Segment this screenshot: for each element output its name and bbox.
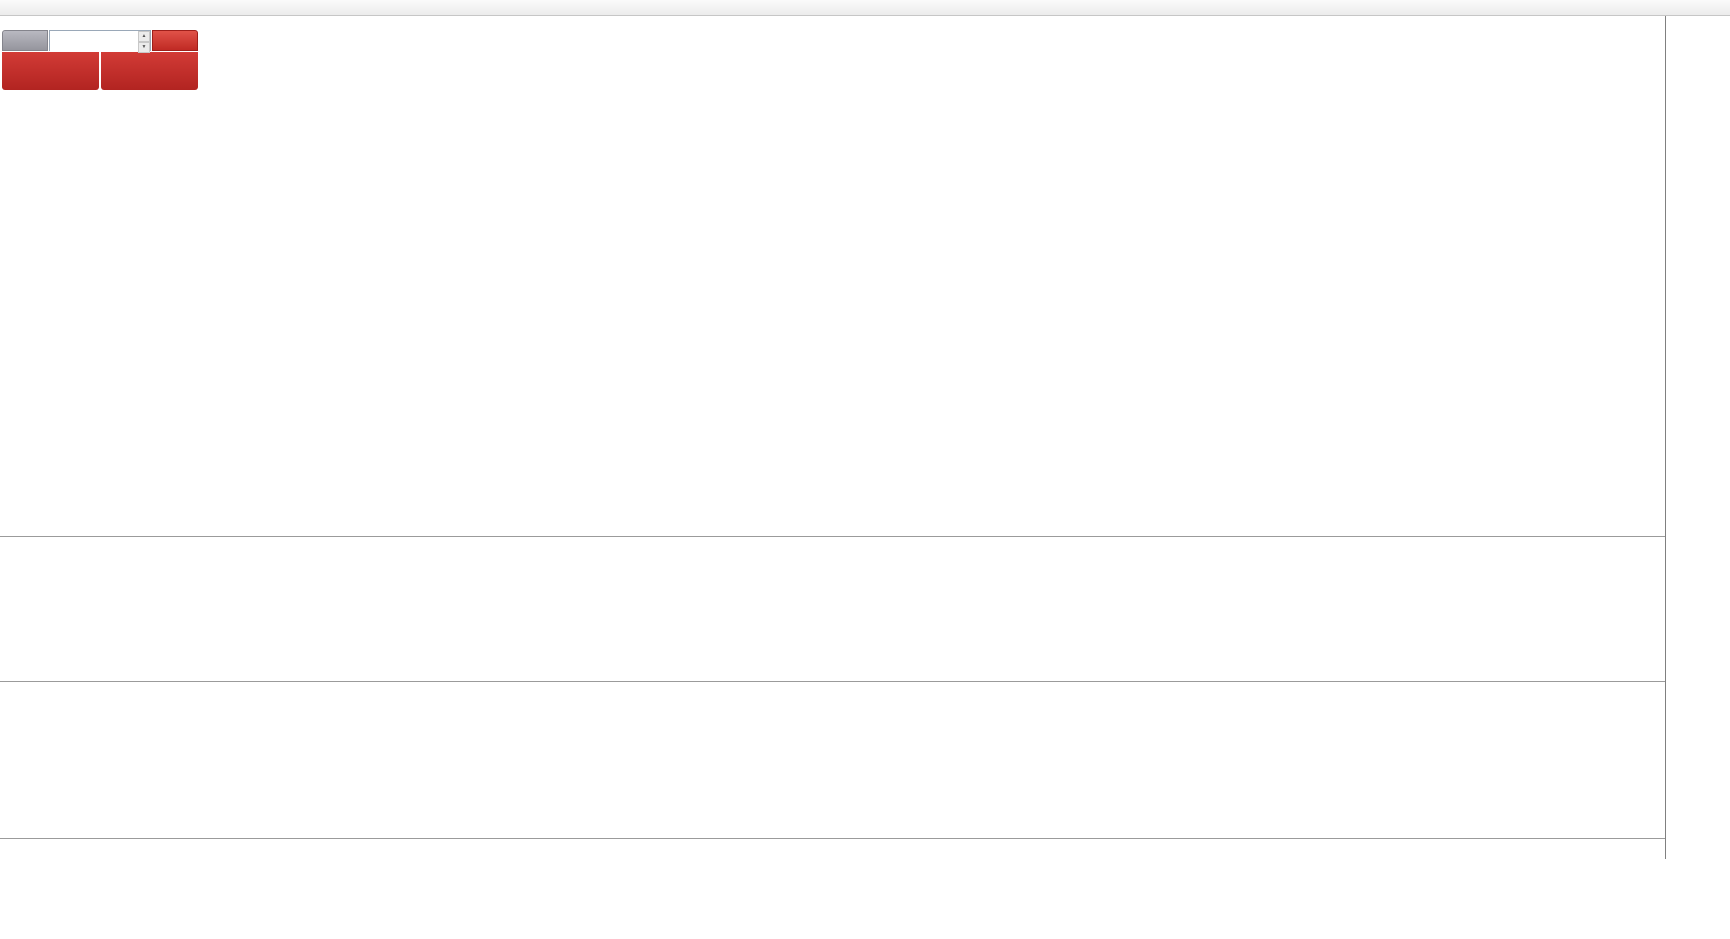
toolbar [0, 0, 1730, 16]
volume-field-wrap: ▲ ▼ [49, 30, 151, 53]
panel-separator[interactable] [0, 838, 1730, 839]
panel-separator[interactable] [0, 681, 1730, 682]
price-scale[interactable] [1665, 16, 1730, 859]
buy-price-display[interactable] [101, 52, 198, 90]
macd-indicator-label [5, 540, 15, 552]
date-axis[interactable] [0, 839, 1665, 859]
main-price-chart[interactable] [0, 16, 1665, 536]
one-click-trading-panel: ▲ ▼ [2, 30, 198, 90]
buy-button[interactable] [152, 30, 198, 51]
volume-decrease-button[interactable]: ▼ [138, 42, 150, 53]
sell-price-display[interactable] [2, 52, 99, 90]
rsi-panel[interactable] [0, 682, 1665, 838]
panel-separator[interactable] [0, 536, 1730, 537]
chart-title [14, 18, 20, 30]
macd-panel[interactable] [0, 537, 1665, 681]
volume-input[interactable] [50, 31, 150, 51]
sell-button[interactable] [2, 30, 48, 51]
volume-increase-button[interactable]: ▲ [138, 31, 150, 42]
rsi-indicator-label [5, 685, 10, 697]
